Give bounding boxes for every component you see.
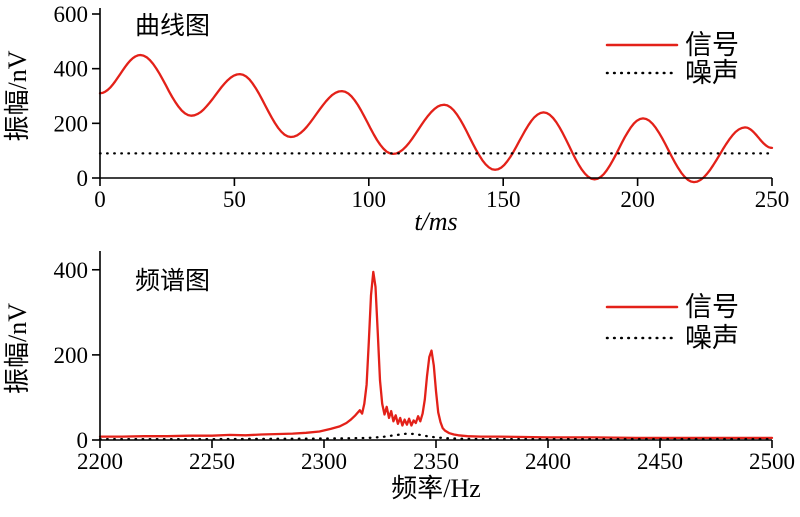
y-tick-label: 200: [54, 343, 89, 368]
x-tick-label: 150: [486, 187, 521, 212]
x-tick-label: 250: [755, 187, 790, 212]
y-tick-label: 400: [54, 57, 89, 82]
x-axis-label: t/ms: [414, 207, 457, 236]
spectrum-chart: 2200 2250 2300 2350 2400 2450 2500 0 200 400 频率/Hz…: [0, 245, 800, 517]
y-tick-label: 200: [54, 111, 89, 136]
time-domain-signal-line: [98, 53, 774, 184]
spectrum-plot: 2200 2250 2300 2350 2400 2450 2500 0 200 400 频率/Hz…: [3, 251, 795, 503]
y-axis-label: 振幅/nV: [3, 303, 32, 394]
time-domain-plot: 0 50 100 150 200 250 0 200 400 600 t/ms 振幅/nV 曲线图信号噪…: [3, 2, 790, 236]
x-tick-label: 0: [94, 187, 106, 212]
y-tick-label: 0: [77, 166, 89, 191]
y-tick-label: 400: [54, 258, 89, 283]
x-tick-label: 2350: [413, 449, 459, 474]
y-tick-label: 0: [77, 428, 89, 453]
x-tick-label: 2200: [77, 449, 123, 474]
x-tick-label: 2250: [189, 449, 235, 474]
x-tick-label: 2450: [637, 449, 683, 474]
time-domain-chart: 0 50 100 150 200 250 0 200 400 600 t/ms 振幅/nV 曲线图信号噪…: [0, 0, 800, 245]
x-tick-label: 2500: [749, 449, 795, 474]
y-tick-label: 600: [54, 2, 89, 27]
x-tick-label: 100: [352, 187, 387, 212]
spectrum-signal-line: [98, 270, 774, 440]
chart-title: 曲线图: [135, 12, 210, 40]
y-axis-label: 振幅/nV: [3, 50, 32, 141]
legend-signal-label: 信号: [685, 292, 739, 322]
x-tick-label: 50: [223, 187, 246, 212]
legend-signal-label: 信号: [685, 30, 739, 60]
spectrum-noise-line: [98, 432, 774, 441]
x-tick-label: 200: [620, 187, 655, 212]
legend-noise-label: 噪声: [685, 58, 739, 88]
x-tick-label: 2300: [301, 449, 347, 474]
x-tick-label: 2400: [525, 449, 571, 474]
chart-title: 频谱图: [135, 267, 210, 295]
x-axis-label: 频率/Hz: [391, 474, 481, 503]
legend-noise-label: 噪声: [685, 323, 739, 353]
